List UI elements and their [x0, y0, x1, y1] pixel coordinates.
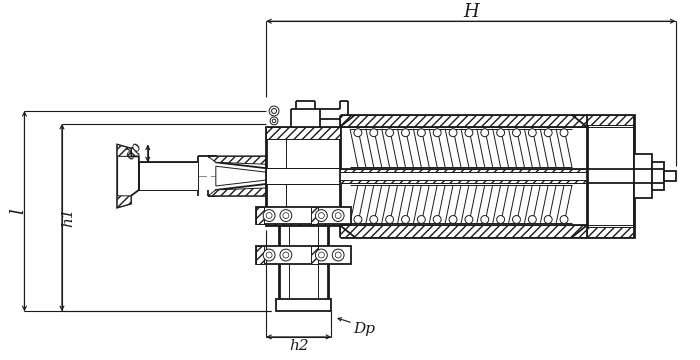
Circle shape: [402, 216, 409, 224]
Bar: [139, 162, 198, 190]
Circle shape: [449, 129, 457, 137]
Circle shape: [316, 210, 328, 221]
Circle shape: [316, 249, 328, 261]
Circle shape: [449, 216, 457, 224]
Circle shape: [433, 129, 441, 137]
Circle shape: [283, 252, 289, 258]
Circle shape: [465, 129, 473, 137]
Bar: [587, 115, 634, 237]
Bar: [256, 207, 351, 224]
Polygon shape: [117, 144, 131, 156]
Bar: [266, 127, 340, 139]
Circle shape: [528, 129, 536, 137]
Bar: [587, 228, 634, 237]
Text: l: l: [10, 208, 27, 214]
Circle shape: [528, 216, 536, 224]
Circle shape: [266, 213, 272, 219]
Circle shape: [272, 119, 276, 123]
Circle shape: [269, 106, 279, 116]
Bar: [266, 213, 340, 225]
Circle shape: [386, 216, 393, 224]
Bar: [311, 246, 318, 264]
Bar: [256, 207, 264, 224]
Circle shape: [560, 129, 568, 137]
Circle shape: [497, 129, 505, 137]
Circle shape: [370, 129, 378, 137]
Circle shape: [332, 210, 344, 221]
Polygon shape: [117, 196, 131, 208]
Circle shape: [417, 216, 426, 224]
Circle shape: [544, 216, 552, 224]
Text: h2: h2: [289, 339, 309, 353]
Circle shape: [266, 252, 272, 258]
Circle shape: [335, 213, 341, 219]
Polygon shape: [208, 184, 266, 196]
Circle shape: [280, 249, 292, 261]
Circle shape: [386, 129, 393, 137]
Polygon shape: [208, 156, 266, 168]
Text: dp: dp: [123, 139, 145, 162]
Circle shape: [270, 117, 278, 125]
Bar: [266, 168, 340, 184]
Bar: [340, 169, 631, 172]
Circle shape: [465, 216, 473, 224]
Circle shape: [354, 129, 362, 137]
Circle shape: [417, 129, 426, 137]
Text: Dp: Dp: [353, 322, 375, 336]
Bar: [256, 246, 264, 264]
Circle shape: [332, 249, 344, 261]
Bar: [664, 171, 676, 181]
Circle shape: [335, 252, 341, 258]
Bar: [634, 154, 652, 198]
Bar: [652, 162, 664, 190]
Circle shape: [481, 216, 489, 224]
Circle shape: [263, 210, 275, 221]
Circle shape: [402, 129, 409, 137]
Circle shape: [433, 216, 441, 224]
Polygon shape: [216, 166, 266, 186]
Bar: [340, 180, 631, 183]
Circle shape: [544, 129, 552, 137]
Bar: [266, 127, 340, 225]
Circle shape: [280, 210, 292, 221]
Circle shape: [481, 129, 489, 137]
Circle shape: [512, 216, 520, 224]
Circle shape: [560, 216, 568, 224]
Polygon shape: [208, 188, 266, 196]
Circle shape: [283, 213, 289, 219]
Polygon shape: [208, 156, 266, 164]
Circle shape: [318, 252, 324, 258]
Bar: [311, 207, 318, 224]
Bar: [256, 246, 351, 264]
Bar: [276, 300, 331, 311]
Bar: [340, 225, 587, 237]
Bar: [340, 169, 646, 183]
Circle shape: [370, 216, 378, 224]
Bar: [587, 115, 634, 125]
Circle shape: [272, 108, 276, 113]
Circle shape: [354, 216, 362, 224]
Polygon shape: [117, 144, 139, 208]
Text: H: H: [463, 3, 479, 21]
Circle shape: [318, 213, 324, 219]
Circle shape: [263, 249, 275, 261]
Circle shape: [497, 216, 505, 224]
Text: h1: h1: [61, 208, 75, 228]
Circle shape: [512, 129, 520, 137]
Bar: [340, 115, 587, 127]
